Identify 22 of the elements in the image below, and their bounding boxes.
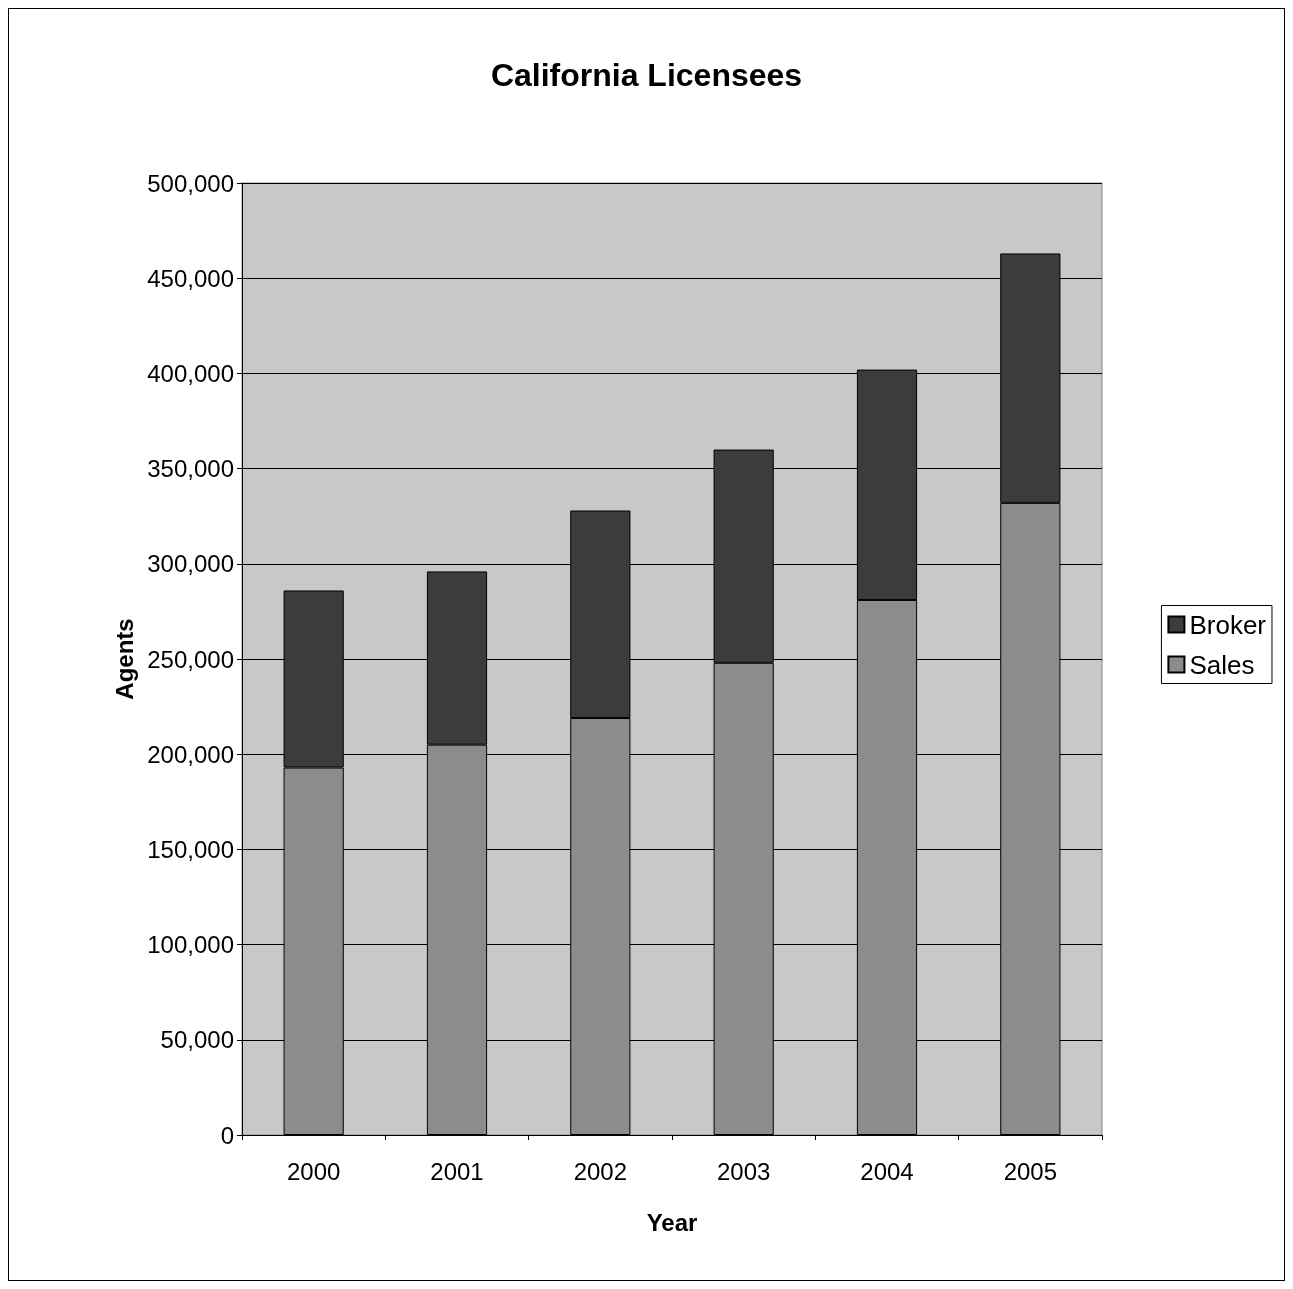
x-tick-label: 2000 bbox=[286, 1157, 341, 1185]
y-tick-label: 450,000 bbox=[147, 264, 234, 292]
y-tick-label: 200,000 bbox=[147, 740, 234, 768]
x-tick-label: 2002 bbox=[573, 1157, 628, 1185]
x-tick-label: 2003 bbox=[716, 1157, 771, 1185]
y-tick-label: 300,000 bbox=[147, 550, 234, 578]
x-tick-label: 2005 bbox=[1003, 1157, 1058, 1185]
chart-title: California Licensees bbox=[490, 57, 803, 93]
y-tick-label: 0 bbox=[220, 1121, 234, 1149]
x-axis-title: Year bbox=[646, 1208, 698, 1236]
y-axis-title: Agents bbox=[110, 618, 138, 700]
y-tick-label: 50,000 bbox=[160, 1026, 234, 1054]
legend-label: Broker bbox=[1189, 609, 1267, 640]
y-tick-label: 250,000 bbox=[147, 645, 234, 673]
x-tick-label: 2001 bbox=[430, 1157, 484, 1185]
y-tick-label: 100,000 bbox=[147, 931, 234, 959]
y-tick-label: 150,000 bbox=[147, 835, 234, 863]
y-tick-label: 350,000 bbox=[147, 455, 234, 483]
y-tick-label: 400,000 bbox=[147, 359, 234, 387]
legend-label: Sales bbox=[1189, 649, 1255, 680]
y-tick-label: 500,000 bbox=[147, 169, 234, 197]
x-tick-label: 2004 bbox=[860, 1157, 914, 1185]
